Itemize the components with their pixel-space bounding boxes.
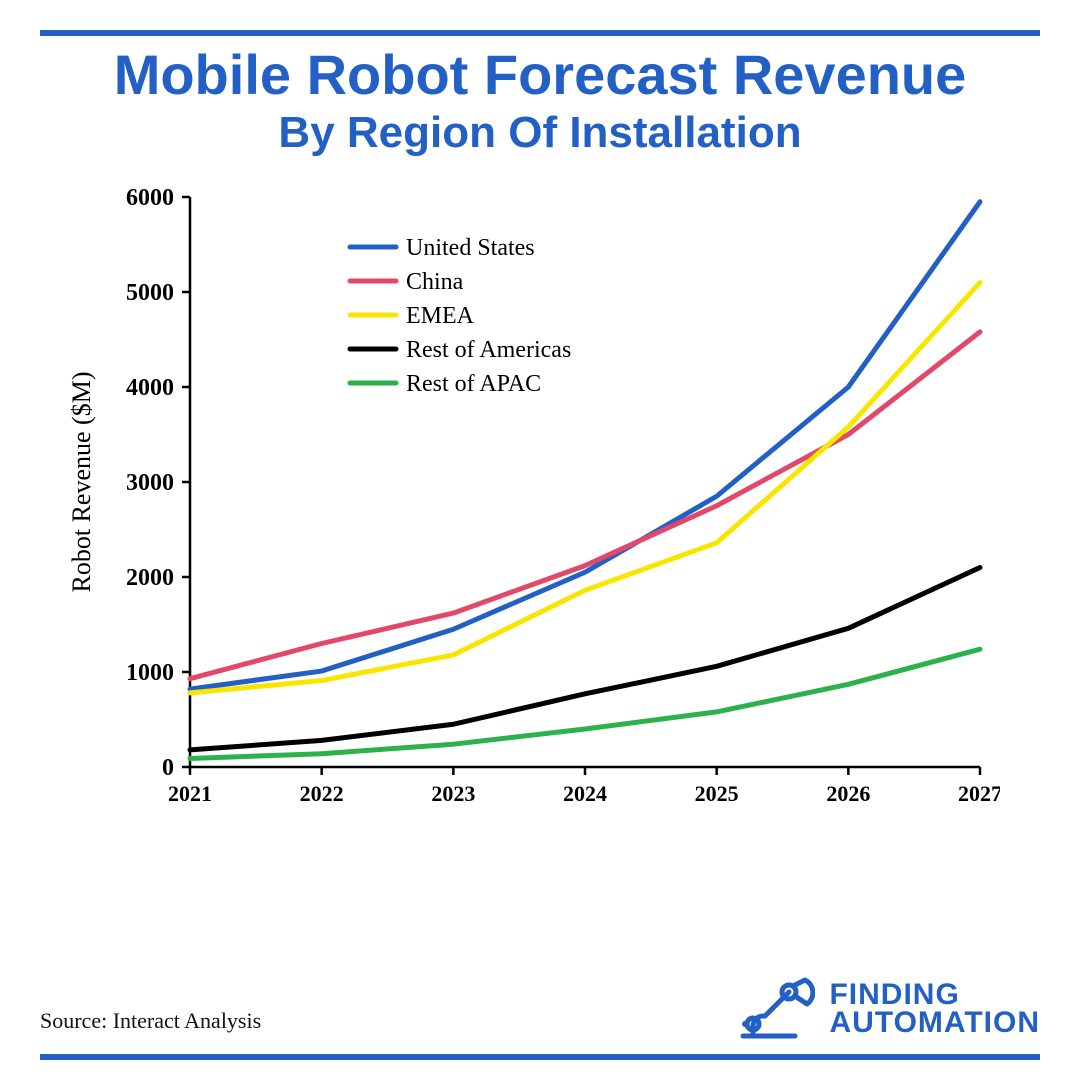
svg-text:Rest of Americas: Rest of Americas bbox=[406, 337, 571, 363]
title-line1: Mobile Robot Forecast Revenue bbox=[40, 46, 1040, 105]
brand-line2: AUTOMATION bbox=[829, 1009, 1040, 1038]
title-line2: By Region Of Installation bbox=[40, 109, 1040, 157]
svg-text:United States: United States bbox=[406, 235, 535, 261]
svg-text:5000: 5000 bbox=[126, 280, 174, 306]
robot-arm-icon bbox=[735, 974, 815, 1044]
svg-text:2000: 2000 bbox=[126, 565, 174, 591]
title-block: Mobile Robot Forecast Revenue By Region … bbox=[40, 46, 1040, 157]
svg-text:6000: 6000 bbox=[126, 185, 174, 211]
brand-logo: FINDING AUTOMATION bbox=[735, 974, 1040, 1044]
bottom-rule bbox=[40, 1054, 1040, 1060]
brand-line1: FINDING bbox=[829, 981, 1040, 1010]
svg-text:2026: 2026 bbox=[826, 781, 870, 806]
svg-text:2024: 2024 bbox=[563, 781, 607, 806]
top-rule bbox=[40, 30, 1040, 36]
svg-text:1000: 1000 bbox=[126, 660, 174, 686]
svg-text:2023: 2023 bbox=[431, 781, 475, 806]
svg-text:2025: 2025 bbox=[695, 781, 739, 806]
svg-text:China: China bbox=[406, 269, 464, 295]
svg-text:0: 0 bbox=[162, 755, 174, 781]
svg-text:4000: 4000 bbox=[126, 375, 174, 401]
svg-text:Rest of APAC: Rest of APAC bbox=[406, 371, 541, 397]
source-text: Source: Interact Analysis bbox=[40, 1008, 261, 1034]
svg-text:Robot Revenue ($M): Robot Revenue ($M) bbox=[67, 372, 96, 593]
svg-text:2021: 2021 bbox=[168, 781, 212, 806]
line-chart: 0 1000 2000 3000 4000 5000 6000 Robot Revenue (… bbox=[40, 177, 1000, 857]
chart-area: 0 1000 2000 3000 4000 5000 6000 Robot Revenue (… bbox=[40, 177, 1040, 857]
svg-text:EMEA: EMEA bbox=[406, 303, 475, 329]
svg-text:3000: 3000 bbox=[126, 470, 174, 496]
svg-text:2022: 2022 bbox=[300, 781, 344, 806]
svg-text:2027: 2027 bbox=[958, 781, 1000, 806]
